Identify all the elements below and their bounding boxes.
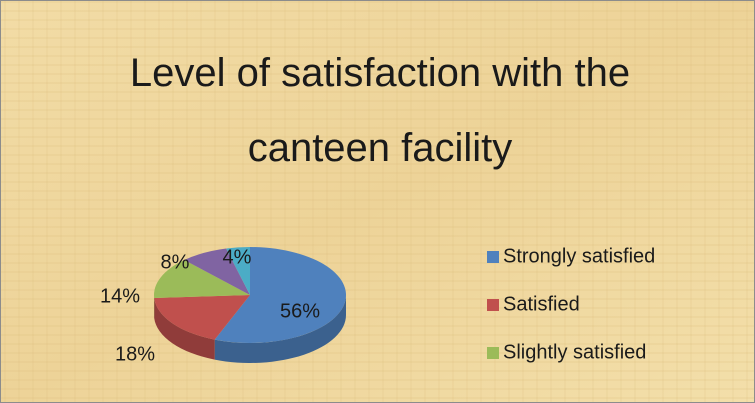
slice (154, 260, 250, 299)
data-label: 18% (115, 343, 155, 365)
chart-title: Level of satisfaction with the canteen fa… (130, 51, 630, 170)
legend-label: Slightly satisfied (503, 341, 646, 363)
data-label: 14% (100, 285, 140, 307)
data-label: 56% (280, 300, 320, 322)
slice (226, 247, 250, 295)
legend-swatch (487, 299, 499, 311)
slice-side (154, 298, 215, 360)
slice (214, 247, 346, 343)
legend-swatch (487, 347, 499, 359)
data-label: 8% (161, 251, 190, 273)
slice-side (214, 295, 346, 364)
legend-label: Strongly satisfied (503, 245, 655, 267)
slice (184, 248, 250, 295)
legend-swatch (487, 251, 499, 263)
slice (154, 295, 250, 340)
data-label: 4% (223, 246, 252, 268)
legend-label: Satisfied (503, 293, 580, 315)
